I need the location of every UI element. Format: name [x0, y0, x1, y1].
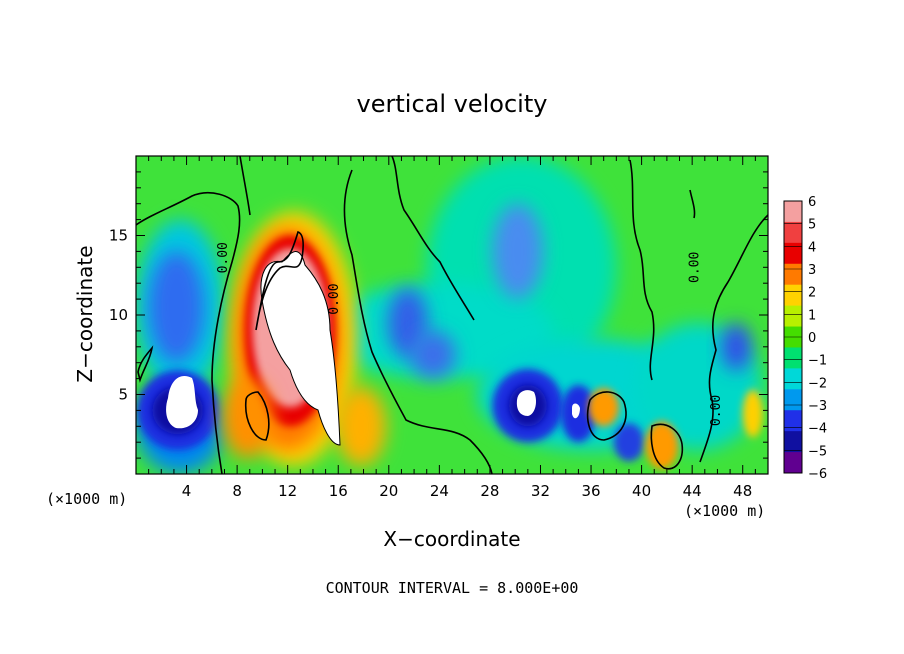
colorbar-label: 6 — [808, 195, 816, 210]
zero-contour — [343, 169, 493, 474]
x-tick-label: 16 — [329, 482, 348, 500]
off-scale-core — [260, 251, 340, 445]
colorbar-swatch — [784, 389, 802, 411]
colorbar-swatch — [784, 284, 802, 307]
zero-contour — [244, 391, 270, 441]
colorbar-label: −5 — [808, 444, 827, 459]
zero-contour — [629, 159, 655, 381]
colorbar-swatch — [784, 452, 802, 474]
x-tick-label: 4 — [182, 482, 192, 500]
y-tick-label: 15 — [109, 227, 128, 245]
zero-contours — [136, 156, 768, 474]
colorbar-label: 1 — [808, 308, 816, 323]
y-axis-ticks: 5 10 15 — [109, 171, 768, 459]
colorbar-swatch — [784, 221, 802, 244]
colorbar-swatch — [784, 305, 802, 328]
colorbar-swatch — [784, 368, 802, 390]
contour-labels: 0.00 0.00 0.00 0.00 — [216, 242, 724, 426]
plot-area — [136, 156, 768, 474]
zero-contour — [239, 156, 251, 216]
colorbar-swatch — [784, 201, 802, 223]
field-blob — [721, 322, 752, 371]
colorbar-label: 5 — [808, 218, 816, 233]
zero-contour — [586, 391, 627, 441]
zero-contour — [699, 214, 768, 463]
field-blob — [645, 421, 679, 470]
off-scale-core — [516, 390, 536, 416]
x-tick-label: 40 — [632, 482, 651, 500]
field-blob — [325, 283, 554, 379]
zero-contour — [650, 423, 684, 470]
contour-label: 0.00 — [327, 283, 342, 314]
updraft-core-outline — [260, 251, 341, 446]
colorbar-swatch — [784, 431, 802, 453]
x-unit-left: (×1000 m) — [46, 490, 127, 508]
colorbar-label: −4 — [808, 422, 827, 437]
zero-contour — [255, 230, 304, 331]
off-scale-core — [166, 376, 198, 429]
chart-title: vertical velocity — [357, 90, 548, 118]
field-blob — [410, 330, 456, 379]
x-unit-right: (×1000 m) — [684, 502, 765, 520]
zero-contour — [136, 191, 241, 474]
colorbar-label: −3 — [808, 399, 827, 414]
colorbar-label: 3 — [808, 263, 816, 278]
colorbar-label: −6 — [808, 467, 827, 482]
y-axis-label: Z−coordinate — [73, 245, 97, 382]
zero-contour — [391, 156, 475, 321]
x-tick-label: 48 — [733, 482, 752, 500]
x-tick-label: 32 — [531, 482, 550, 500]
field-blob — [335, 386, 387, 467]
colorbar-swatch — [784, 242, 802, 265]
field-blob — [613, 423, 645, 462]
colorbar-swatch — [784, 263, 802, 286]
colorbar-label: 2 — [808, 286, 816, 301]
x-tick-label: 12 — [278, 482, 297, 500]
x-tick-label: 20 — [379, 482, 398, 500]
off-scale-core — [572, 403, 580, 419]
colorbar-swatch — [784, 410, 802, 432]
field-blob — [588, 388, 619, 427]
zero-contour — [689, 189, 696, 219]
colorbar: 6 5 4 3 2 1 0 −1 −2 −3 −4 −5 −6 — [783, 195, 827, 482]
x-tick-label: 28 — [480, 482, 499, 500]
x-tick-label: 8 — [232, 482, 242, 500]
y-tick-label: 5 — [118, 386, 128, 404]
colorbar-swatch — [784, 347, 802, 369]
colorbar-label: −2 — [808, 376, 827, 391]
velocity-field — [136, 156, 763, 474]
field-blob — [742, 389, 763, 438]
colorbar-label: −1 — [808, 354, 827, 369]
colorbar-label: 4 — [808, 240, 816, 255]
x-tick-label: 36 — [581, 482, 600, 500]
y-tick-label: 10 — [109, 306, 128, 324]
contour-label: 0.00 — [687, 252, 702, 283]
contour-label: 0.00 — [709, 395, 724, 426]
contour-interval-footer: CONTOUR INTERVAL = 8.000E+00 — [326, 579, 579, 597]
field-blob — [148, 251, 205, 363]
field-blob — [492, 203, 544, 300]
zero-contour — [137, 345, 154, 383]
colorbar-label: 0 — [808, 331, 816, 346]
x-tick-label: 44 — [683, 482, 702, 500]
x-axis-label: X−coordinate — [383, 527, 520, 551]
x-tick-label: 24 — [430, 482, 449, 500]
x-axis-ticks: 4 8 12 16 20 24 28 32 36 40 44 48 — [148, 156, 756, 500]
contour-label: 0.00 — [216, 242, 231, 273]
